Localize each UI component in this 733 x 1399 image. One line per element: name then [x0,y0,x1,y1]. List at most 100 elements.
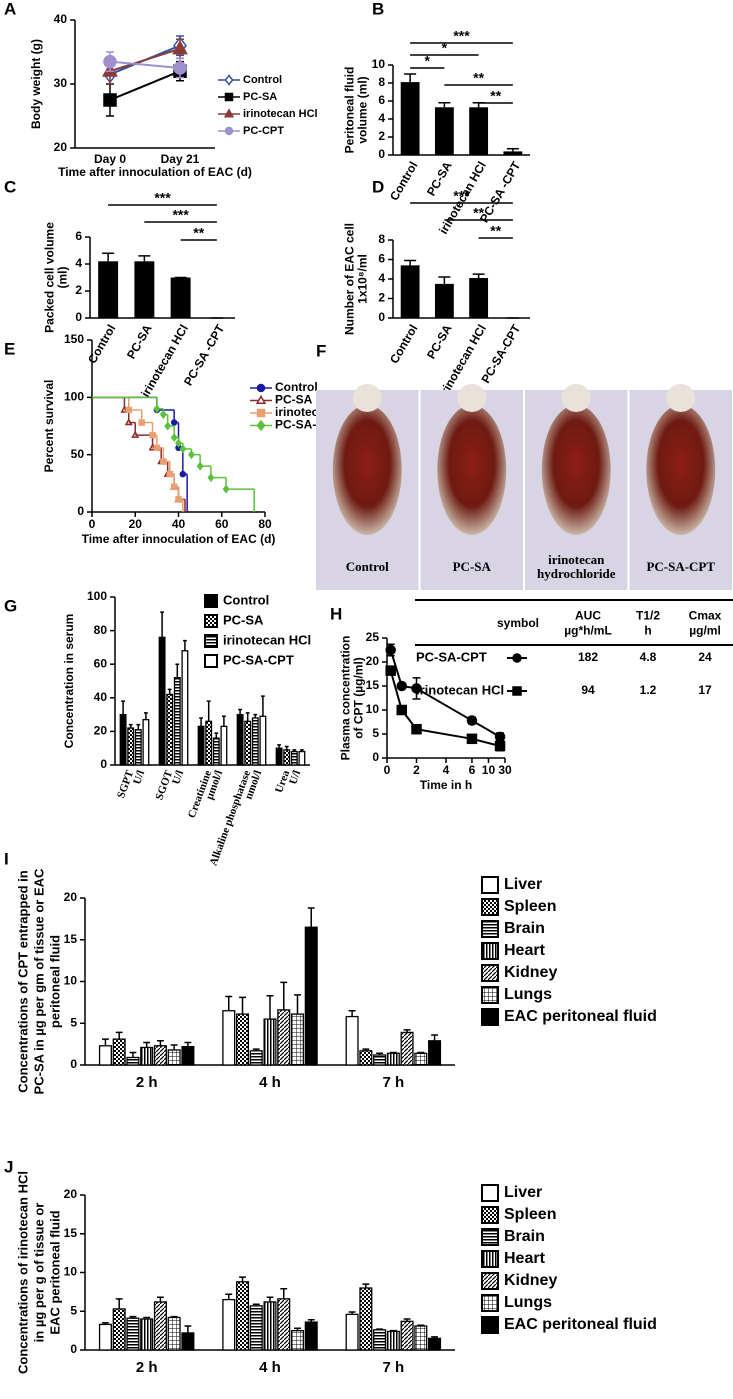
bar [263,1018,277,1066]
y-tick-label: 2 [378,129,385,143]
error-bar [102,1322,109,1325]
y-tick-label: 0 [100,757,107,771]
y-axis-label: (ml) [56,267,70,289]
error-bar [280,981,288,1010]
error-bar [225,995,233,1011]
legend-label: PC-SA [275,393,313,407]
y-tick-label: 4 [75,256,82,270]
bar [386,1330,400,1351]
bar [249,1050,263,1066]
legend-swatch [204,634,218,648]
legend-marker [255,394,267,405]
y-tick-label: 0 [378,310,385,324]
error-bar [284,745,289,750]
marker [396,704,407,716]
error-bar [225,1293,233,1300]
error-bar [307,907,315,928]
photo-head [561,384,591,412]
table-header: µg/ml [689,624,721,638]
bar [345,1313,359,1351]
table-cell: 24 [698,650,712,664]
photo-body [332,405,402,535]
y-axis-label: Body weight (g) [29,39,43,129]
y-tick-label: 5 [70,1303,77,1317]
x-tick-label: 10 [482,763,496,777]
error-bar [199,717,203,727]
table-header: h [644,624,651,638]
legend-label: Heart [504,1250,546,1267]
y-axis-label: volume (ml) [356,76,370,143]
x-axis-label: Time after innoculation of EAC (d) [82,532,276,546]
bar [220,725,228,766]
y-tick-label: 20 [94,724,108,738]
error-bar [184,1041,192,1047]
legend-swatch [481,986,499,1004]
error-bar [156,1296,164,1302]
bar [112,1308,126,1351]
y-tick-label: 15 [64,1226,78,1240]
bar [290,1329,305,1351]
bar [173,676,181,766]
bar [373,1329,387,1351]
bar [263,1301,277,1351]
table-header: AUC [575,609,601,623]
table-symbol [512,653,522,663]
marker [103,54,117,69]
error-bar [206,700,211,722]
bar [244,720,252,766]
bar [290,750,298,766]
significance-label: *** [154,190,171,206]
table-cell: 4.8 [640,650,657,664]
error-bar [245,712,250,722]
significance-label: * [442,40,448,56]
bar [166,693,174,766]
significance-label: * [425,53,431,69]
panel-label: E [4,339,15,358]
marker [396,680,407,692]
bar [153,1301,167,1351]
legend-label: Liver [504,876,542,893]
marker [385,665,396,676]
legend-swatch [481,920,499,938]
y-tick-label: 0 [77,504,84,518]
bar [181,1045,195,1066]
legend-label: Lungs [504,1294,552,1311]
panel-label: D [372,177,384,196]
table-symbol [512,686,522,696]
error-bar [102,252,115,262]
marker [172,40,188,55]
bar [205,720,213,766]
error-bar [239,1276,246,1282]
marker [411,723,422,735]
error-bar [348,1311,356,1315]
error-bar [431,1034,438,1041]
bar [400,1031,414,1066]
legend-swatch [481,1008,499,1026]
photo-head [352,384,382,412]
legend-marker [224,126,234,136]
marker [494,740,506,752]
bar [373,1054,387,1066]
error-bar [404,259,417,266]
table-header: Cmax [689,609,722,623]
bar [249,1305,263,1351]
legend-label: PC-SA-CPT [223,652,294,667]
y-tick-label: 0 [75,310,82,324]
panel-label: C [4,177,16,196]
x-tick-label: Day 0 [94,152,126,166]
legend-swatch [481,898,499,916]
error-bar [170,1044,178,1050]
legend-swatch [481,1294,499,1312]
y-axis-label: Concentration in serum [62,614,76,749]
series-line [109,70,181,101]
bar [142,718,150,766]
error-bar [252,1048,260,1051]
error-bar [222,715,226,727]
bar [359,1050,373,1066]
legend-label: Kidney [504,1272,557,1289]
y-tick-label: 40 [94,690,108,704]
x-tick-label: Control [387,322,420,366]
x-tick-label: 0 [384,763,391,777]
x-tick-label: Control [85,322,118,366]
